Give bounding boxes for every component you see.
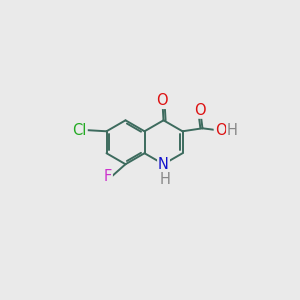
Text: O: O bbox=[215, 123, 226, 138]
Text: N: N bbox=[158, 157, 169, 172]
Text: F: F bbox=[103, 169, 112, 184]
Text: O: O bbox=[194, 103, 206, 118]
Text: Cl: Cl bbox=[72, 123, 87, 138]
Text: H: H bbox=[160, 172, 171, 187]
Text: O: O bbox=[157, 93, 168, 108]
Text: H: H bbox=[227, 123, 238, 138]
